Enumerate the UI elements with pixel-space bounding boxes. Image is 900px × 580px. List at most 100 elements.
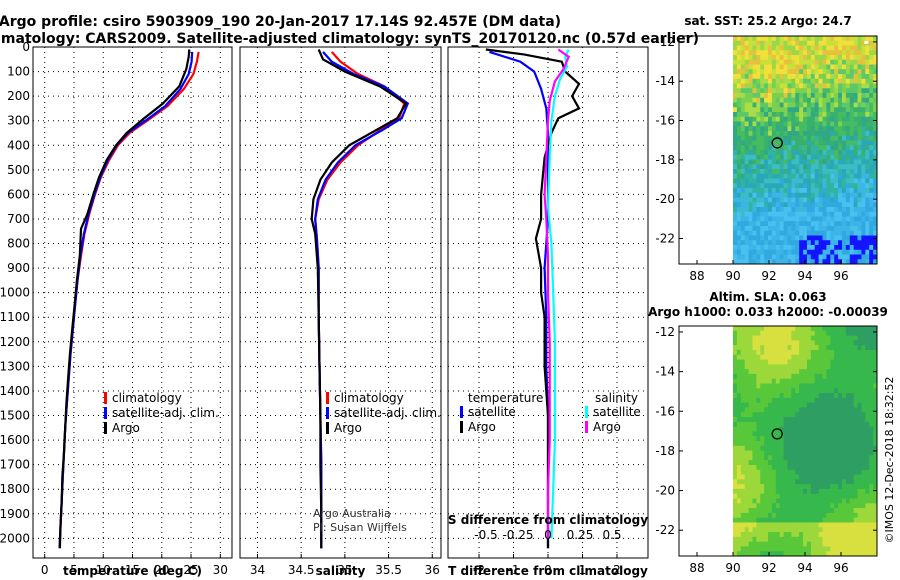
map-cell <box>740 211 746 217</box>
map-cell <box>838 340 843 346</box>
map-cell <box>822 436 827 442</box>
map-cell <box>845 417 851 423</box>
map-cell <box>756 335 761 341</box>
map-cell <box>822 102 827 108</box>
map-cell <box>752 249 757 255</box>
map-cell <box>756 402 761 408</box>
map-cell <box>740 359 746 365</box>
map-cell <box>736 102 742 108</box>
map-cell <box>756 455 761 461</box>
map-cell <box>841 541 847 547</box>
map-cell <box>873 536 878 543</box>
map-cell <box>830 522 835 528</box>
map-cell <box>733 226 738 232</box>
map-cell <box>818 460 823 466</box>
map-cell <box>814 64 820 70</box>
map-cell <box>799 245 804 251</box>
map-cell <box>834 116 839 122</box>
map-cell <box>748 207 753 213</box>
map-cell <box>748 259 753 265</box>
map-cell <box>861 488 866 495</box>
map-cell <box>841 369 847 375</box>
map-cell <box>795 512 800 519</box>
map-cell <box>775 230 781 236</box>
map-cell <box>740 402 746 408</box>
map-cell <box>752 527 757 533</box>
map-cell <box>771 235 777 241</box>
map-cell <box>834 40 839 46</box>
map-cell <box>861 78 866 84</box>
map-cell <box>849 493 855 499</box>
map-cell <box>744 450 749 456</box>
map-cell <box>768 112 773 118</box>
map-cell <box>787 541 792 547</box>
map-cell <box>849 230 855 236</box>
map-cell <box>838 373 843 380</box>
map-cell <box>873 259 878 265</box>
map-cell <box>752 345 757 351</box>
map-cell <box>756 330 761 336</box>
map-cell <box>791 93 796 99</box>
map-cell <box>818 36 823 42</box>
map-cell <box>869 259 874 265</box>
map-cell <box>744 192 749 198</box>
map-cell <box>736 164 742 170</box>
map-cell <box>838 254 843 260</box>
map-cell <box>814 378 820 384</box>
map-cell <box>865 493 870 499</box>
map-cell <box>791 431 796 437</box>
map-cell <box>760 140 765 146</box>
map-cell <box>818 74 823 80</box>
map-cell <box>834 536 839 543</box>
map-cell <box>873 479 878 485</box>
map-cell <box>783 383 788 389</box>
map-cell <box>869 221 874 227</box>
map-cell <box>803 335 808 341</box>
map-cell <box>799 431 804 437</box>
map-cell <box>803 88 808 94</box>
map-cell <box>744 417 749 423</box>
map-cell <box>752 112 757 118</box>
map-cell <box>861 55 866 61</box>
map-cell <box>752 188 757 194</box>
map-cell <box>865 126 870 132</box>
map-cell <box>799 50 804 56</box>
map-cell <box>806 397 812 404</box>
map-cell <box>787 150 792 156</box>
map-cell <box>841 508 847 514</box>
map-cell <box>803 240 808 246</box>
map-cell <box>818 169 823 175</box>
map-cell <box>845 484 851 490</box>
map-cell <box>826 183 831 189</box>
map-cell <box>873 131 878 137</box>
map-cell <box>744 249 749 255</box>
map-cell <box>744 407 749 413</box>
map-cell <box>834 207 839 213</box>
map-cell <box>861 154 866 160</box>
map-cell <box>814 83 820 89</box>
map-cell <box>806 536 812 543</box>
map-cell <box>845 78 851 84</box>
map-cell <box>748 527 753 533</box>
map-cell <box>841 503 847 509</box>
map-cell <box>865 445 870 451</box>
map-cell <box>768 426 773 432</box>
map-cell <box>740 169 746 175</box>
map-cell <box>748 254 753 260</box>
map-cell <box>795 50 800 56</box>
map-cell <box>818 50 823 56</box>
map-cell <box>869 169 874 175</box>
map-cell <box>799 349 804 356</box>
map-cell <box>756 107 761 113</box>
map-cell <box>841 183 847 189</box>
map-cell <box>803 354 808 360</box>
map-cell <box>873 546 878 552</box>
map-cell <box>822 173 827 179</box>
map-cell <box>814 245 820 251</box>
map-cell <box>733 508 738 514</box>
map-cell <box>752 393 757 399</box>
map-cell <box>779 188 784 194</box>
map-cell <box>768 407 773 413</box>
map-cell <box>783 460 788 466</box>
map-cell <box>768 402 773 408</box>
